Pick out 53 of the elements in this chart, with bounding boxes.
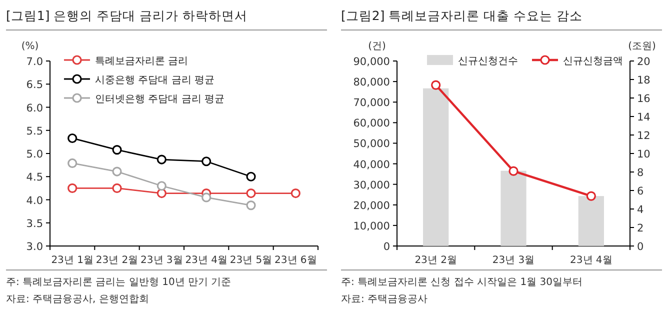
xtick: 23년 1월 [51, 255, 94, 266]
y2tick: 18 [637, 74, 650, 86]
ytick: 0 [383, 241, 390, 253]
y2tick: 12 [637, 130, 650, 142]
ytick: 5.0 [26, 148, 43, 160]
ytick: 50,000 [353, 138, 390, 150]
ylabel: (%) [21, 41, 39, 52]
ytick: 6.5 [26, 79, 43, 92]
legend-label: 특례보금자리론 금리 [95, 56, 188, 67]
legend-label: 인터넷은행 주담대 금리 평균 [95, 94, 225, 105]
ytick: 4.0 [26, 194, 43, 207]
y2tick: 6 [637, 186, 644, 198]
title: [그림2] 특례보금자리론 대출 수요는 감소 [341, 8, 583, 23]
legend-label: 신규신청건수 [458, 56, 518, 67]
y2tick: 8 [637, 167, 644, 179]
ytick: 3.0 [26, 241, 43, 253]
annotation: 주: 특례보금자리론 금리는 일반형 10년 만기 기준 [6, 277, 232, 288]
annotation: 주: 특례보금자리론 신청 접수 시작일은 1월 30일부터 [341, 277, 583, 288]
xtick: 23년 3월 [492, 255, 535, 266]
ytick: 30,000 [353, 179, 390, 192]
y2tick: 0 [637, 241, 644, 253]
legend-label: 시중은행 주담대 금리 평균 [95, 75, 215, 86]
annotation: 자료: 주택금융공사 [341, 294, 428, 305]
y2tick: 14 [637, 112, 650, 124]
ytick: 7.0 [26, 56, 43, 68]
y2tick: 16 [637, 93, 650, 105]
ytick: 6.0 [26, 102, 43, 114]
ytick: 40,000 [353, 158, 390, 171]
xtick: 23년 2월 [96, 255, 138, 266]
xtick: 23년 5월 [230, 255, 272, 266]
legend-label: 신규신청금액 [563, 56, 623, 67]
ytick: 20,000 [353, 200, 390, 212]
ytick: 10,000 [353, 220, 390, 232]
xtick: 23년 4월 [570, 255, 612, 266]
y2tick: 2 [637, 222, 644, 234]
y2tick: 4 [637, 204, 644, 216]
ytick: 80,000 [353, 76, 390, 89]
ylabel: (건) [368, 41, 386, 52]
annotation: 자료: 주택금융공사, 은행연합회 [6, 294, 149, 305]
xtick: 23년 3월 [140, 255, 183, 266]
xtick: 23년 2월 [414, 255, 457, 266]
ytick: 3.5 [26, 218, 43, 230]
ytick: 5.5 [26, 125, 43, 138]
ytick: 90,000 [353, 56, 390, 68]
xtick: 23년 4월 [185, 255, 228, 266]
ytick: 70,000 [353, 97, 390, 110]
ytick: 60,000 [353, 118, 390, 130]
ytick: 4.5 [26, 172, 43, 184]
xtick: 23년 6월 [274, 255, 317, 266]
y2label: (조원) [628, 41, 656, 52]
title: [그림1] 은행의 주담대 금리가 하락하면서 [6, 8, 248, 23]
y2tick: 20 [637, 56, 650, 68]
y2tick: 10 [637, 148, 650, 160]
